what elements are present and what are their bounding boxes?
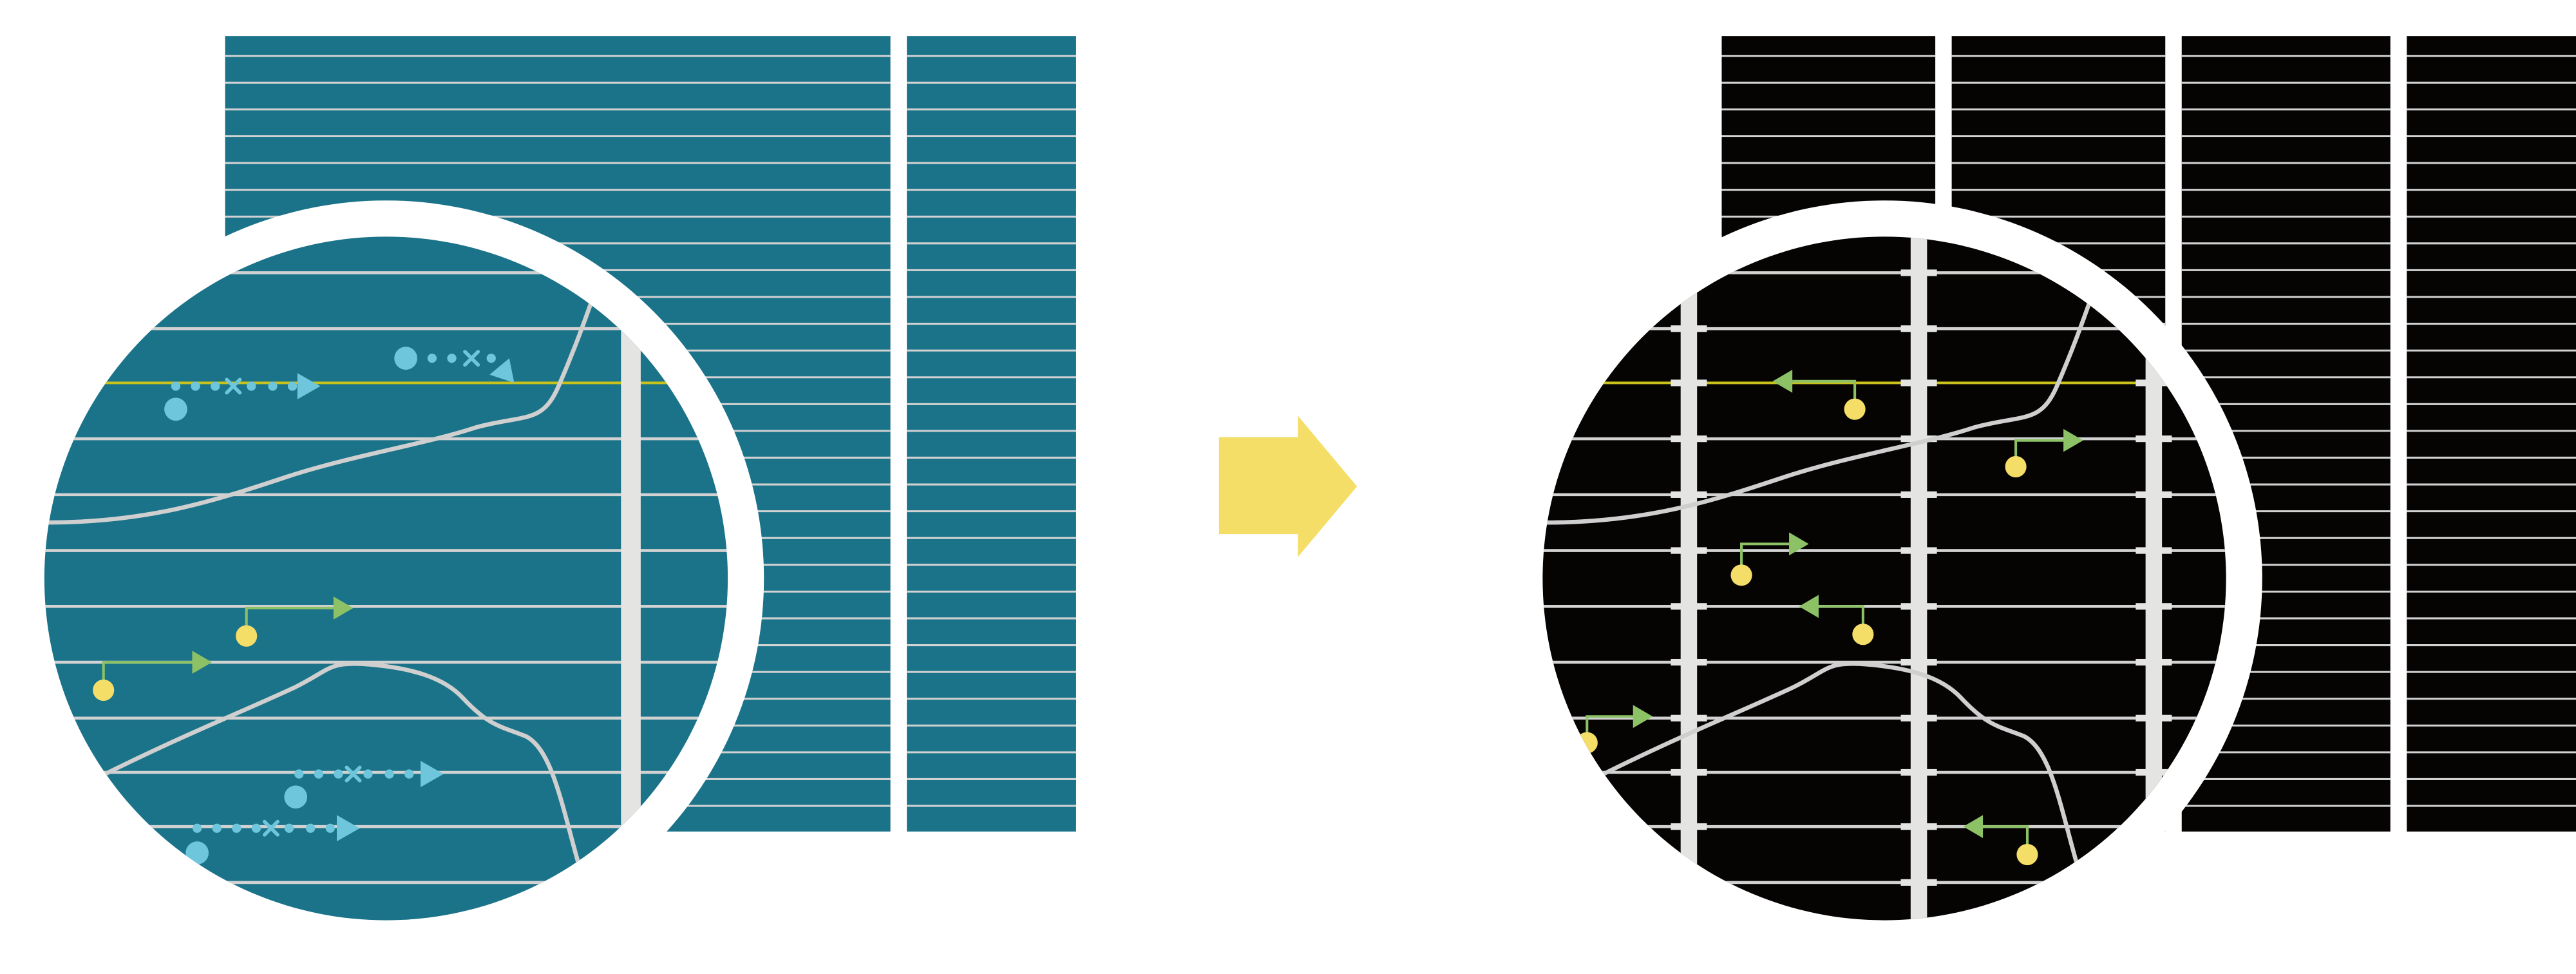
bar-tick	[1900, 379, 1937, 387]
start-point-icon	[185, 841, 209, 864]
panel-column	[2407, 36, 2576, 832]
trail-dot	[325, 823, 335, 833]
trail-dot	[314, 769, 324, 779]
magnifier-bg	[1542, 236, 2226, 921]
vertical-bar	[1910, 236, 1927, 921]
magnifier-left	[44, 236, 728, 921]
trail-dot	[251, 823, 261, 833]
trail-dot	[171, 381, 181, 391]
bar-tick	[2136, 714, 2172, 721]
trail-dot	[363, 769, 373, 779]
trail-dot	[384, 769, 394, 779]
trail-dot	[192, 823, 202, 833]
point-marker-icon	[1844, 398, 1866, 420]
direction-arrow-icon	[1963, 815, 1984, 839]
bar-tick	[1671, 714, 1707, 721]
bar-tick	[1900, 769, 1937, 776]
trail-dot	[191, 381, 200, 391]
bar-tick	[1671, 658, 1707, 666]
bar-tick	[2136, 547, 2172, 554]
bar-tick	[2136, 769, 2172, 776]
curve	[46, 291, 597, 525]
bar-tick	[1671, 823, 1707, 830]
trail-dot	[287, 381, 298, 391]
transition-arrow-icon	[1218, 415, 1358, 557]
trail-arrow-icon	[336, 815, 360, 842]
trail-dot	[294, 769, 304, 779]
magnifier-bg	[44, 236, 728, 921]
trail-arrow-icon	[421, 761, 444, 787]
direction-arrow-icon	[2063, 428, 2083, 452]
trail-dot	[486, 353, 496, 363]
bar-tick	[1671, 491, 1707, 498]
bar-tick	[1671, 769, 1707, 776]
cross-icon	[345, 765, 362, 783]
direction-arrow-icon	[1789, 532, 1809, 556]
bar-tick	[1671, 435, 1707, 443]
bar-tick	[1671, 379, 1707, 387]
bar-tick	[2136, 879, 2172, 886]
direction-arrow-icon	[192, 651, 213, 674]
bar-tick	[1671, 547, 1707, 554]
point-marker-icon	[93, 679, 115, 702]
bar-tick	[1900, 714, 1937, 721]
bar-tick	[1900, 435, 1937, 443]
start-point-icon	[164, 397, 187, 421]
bar-tick	[1671, 325, 1707, 332]
trail-dot	[232, 823, 242, 833]
trail-dot	[306, 823, 316, 833]
direction-arrow-icon	[333, 597, 354, 620]
bar-tick	[1900, 491, 1937, 498]
trail-dot	[334, 769, 343, 779]
point-marker-icon	[1730, 564, 1752, 586]
bar-tick	[1900, 325, 1937, 332]
bar-tick	[2136, 603, 2172, 610]
bar-tick	[1900, 269, 1937, 276]
point-marker-icon	[236, 625, 258, 647]
start-point-icon	[284, 785, 308, 809]
direction-arrow-icon	[1799, 595, 1819, 618]
direction-arrow-icon	[1633, 705, 1653, 729]
trail-dot	[211, 381, 220, 391]
trail-dot	[427, 353, 437, 363]
trail-dot	[247, 381, 256, 391]
trail-dot	[404, 769, 414, 779]
bar-tick	[2136, 491, 2172, 498]
start-point-icon	[394, 347, 417, 370]
bar-tick	[2136, 435, 2172, 443]
point-marker-icon	[1852, 624, 1874, 645]
cross-icon	[225, 377, 242, 395]
vertical-bar	[621, 246, 641, 921]
trail-dot	[268, 381, 278, 391]
direction-arrow-icon	[1772, 369, 1793, 393]
cross-icon	[262, 819, 279, 837]
point-marker-icon	[2005, 455, 2027, 478]
vertical-bar	[1680, 236, 1698, 921]
trail-dot	[284, 823, 294, 833]
bar-tick	[1671, 603, 1707, 610]
curve	[1544, 291, 2096, 525]
curve	[1599, 661, 2079, 864]
bar-tick	[1900, 603, 1937, 610]
curve	[100, 661, 581, 864]
trail-dot	[447, 353, 457, 363]
bar-tick	[1900, 658, 1937, 666]
bar-tick	[1900, 823, 1937, 830]
trail-arrow-icon	[297, 373, 321, 399]
cross-icon	[463, 350, 480, 367]
trail-dot	[212, 823, 222, 833]
bar-tick	[1900, 879, 1937, 886]
panel-column	[907, 36, 1076, 832]
bar-tick	[1900, 547, 1937, 554]
bar-tick	[2136, 658, 2172, 666]
point-marker-icon	[2016, 843, 2038, 866]
bar-tick	[2136, 379, 2172, 387]
